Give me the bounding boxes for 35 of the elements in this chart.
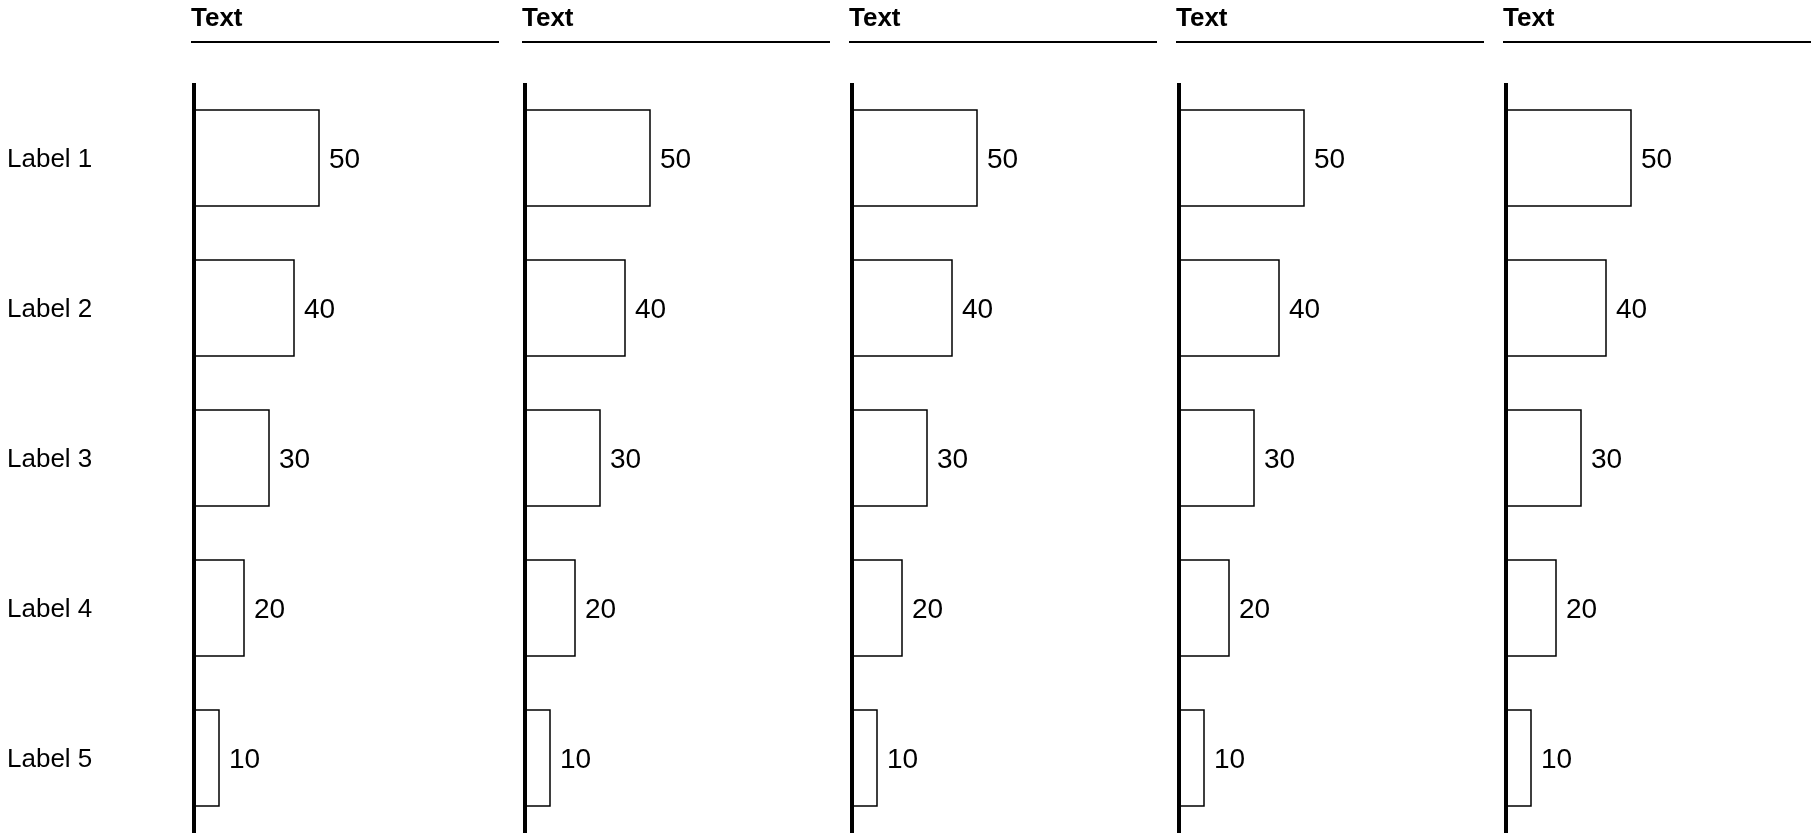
chart-title: Text — [1176, 0, 1484, 43]
data-label: 20 — [912, 592, 944, 624]
data-label: 50 — [987, 142, 1019, 174]
chart-title: Text — [849, 0, 1157, 43]
data-label: 10 — [1214, 742, 1246, 774]
data-label: 50 — [1314, 142, 1346, 174]
data-label: 30 — [937, 442, 969, 474]
data-label: 20 — [1566, 592, 1598, 624]
data-label: 40 — [635, 292, 667, 324]
data-label: 20 — [1239, 592, 1271, 624]
data-label: 40 — [1616, 292, 1648, 324]
data-label: 30 — [279, 442, 311, 474]
y-tick-label: Label 3 — [7, 443, 93, 473]
data-label: 40 — [962, 292, 994, 324]
chart-title: Text — [191, 0, 499, 43]
y-tick-label: Label 5 — [7, 743, 93, 773]
data-label: 30 — [610, 442, 642, 474]
data-label: 10 — [560, 742, 592, 774]
data-label: 30 — [1264, 442, 1296, 474]
data-label: 30 — [1591, 442, 1623, 474]
chart-title: Text — [522, 0, 830, 43]
y-tick-label: Label 4 — [7, 593, 93, 623]
data-label: 20 — [254, 592, 286, 624]
data-label: 20 — [585, 592, 617, 624]
data-label: 10 — [887, 742, 919, 774]
data-label: 10 — [1541, 742, 1573, 774]
data-label: 40 — [304, 292, 336, 324]
data-label: 50 — [329, 142, 361, 174]
y-tick-label: Label 2 — [7, 293, 93, 323]
data-label: 50 — [1641, 142, 1673, 174]
chart-title: Text — [1503, 0, 1811, 43]
y-tick-label: Label 1 — [7, 143, 93, 173]
data-label: 10 — [229, 742, 261, 774]
data-label: 50 — [660, 142, 692, 174]
data-label: 40 — [1289, 292, 1321, 324]
